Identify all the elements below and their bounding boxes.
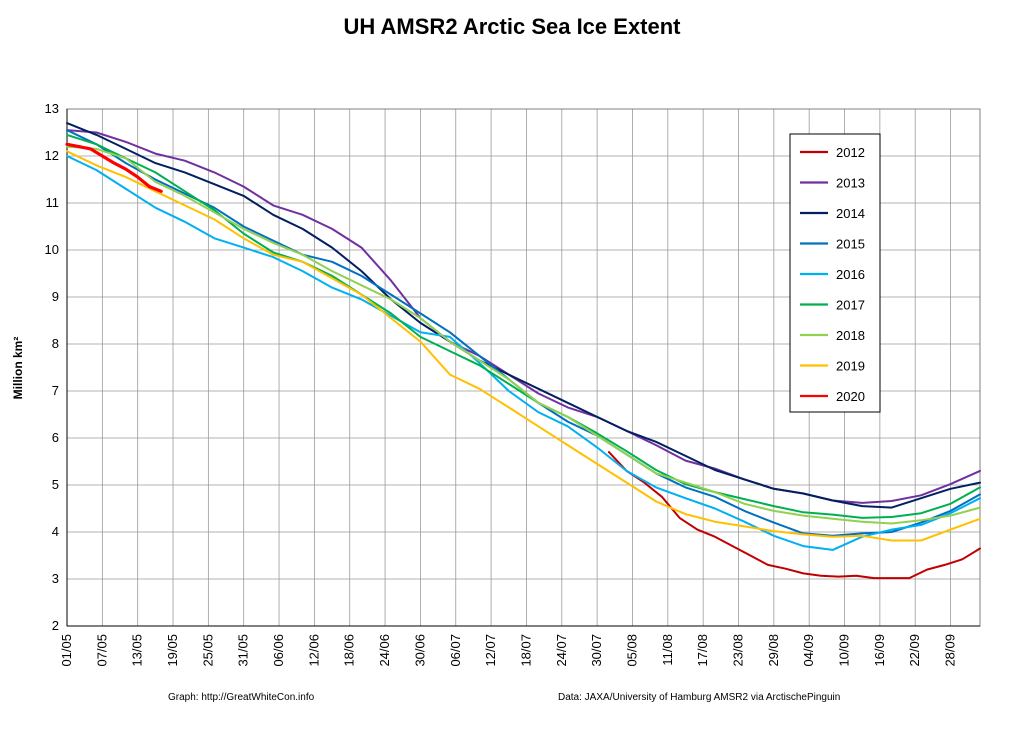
x-tick-label: 18/06: [342, 634, 357, 667]
x-tick-label: 04/09: [801, 634, 816, 667]
x-tick-label: 30/06: [412, 634, 427, 667]
legend-label-2019: 2019: [836, 359, 865, 374]
y-tick-label: 11: [46, 195, 60, 210]
x-tick-label: 05/08: [624, 634, 639, 667]
y-axis-label: Million km²: [11, 337, 25, 400]
legend-label-2012: 2012: [836, 145, 865, 160]
y-tick-label: 2: [52, 618, 59, 633]
x-tick-label: 16/09: [872, 634, 887, 667]
x-tick-label: 25/05: [200, 634, 215, 667]
y-tick-label: 5: [52, 477, 59, 492]
x-tick-label: 17/08: [695, 634, 710, 667]
x-tick-label: 24/06: [377, 634, 392, 667]
legend-label-2018: 2018: [836, 328, 865, 343]
x-tick-label: 11/08: [660, 634, 675, 666]
x-tick-label: 12/07: [483, 634, 498, 667]
legend-label-2013: 2013: [836, 176, 865, 191]
x-tick-label: 06/07: [448, 634, 463, 667]
x-axis-ticks: 01/05 07/05 13/05 19/05 25/05 31/05 06/06 12/06…: [59, 634, 958, 667]
x-tick-label: 29/08: [766, 634, 781, 667]
x-tick-label: 24/07: [554, 634, 569, 667]
x-tick-label: 30/07: [589, 634, 604, 667]
x-tick-label: 31/05: [236, 634, 251, 667]
footer-credit-graph: Graph: http://GreatWhiteCon.info: [168, 692, 315, 703]
series-line-2019: [66, 150, 981, 542]
y-tick-label: 4: [52, 524, 59, 539]
x-tick-label: 07/05: [94, 634, 109, 667]
legend-label-2015: 2015: [836, 237, 865, 252]
x-tick-label: 01/05: [59, 634, 74, 667]
y-tick-label: 12: [45, 148, 59, 163]
legend-label-2014: 2014: [836, 206, 865, 221]
legend: 2012 2013 2014 2015 2016 2017 2018 2019 2020: [789, 133, 881, 413]
x-tick-label: 13/05: [130, 634, 145, 667]
legend-label-2016: 2016: [836, 267, 865, 282]
y-tick-label: 3: [52, 571, 59, 586]
x-tick-label: 19/05: [165, 634, 180, 667]
series-lines: [65, 122, 981, 580]
legend-items: 2012 2013 2014 2015 2016 2017 2018 2019 2020: [800, 145, 865, 404]
y-tick-label: 10: [45, 242, 59, 257]
y-tick-label: 9: [52, 289, 59, 304]
x-tick-label: 06/06: [271, 634, 286, 667]
legend-label-2017: 2017: [836, 298, 865, 313]
series-line-2020: [65, 142, 163, 193]
y-tick-label: 7: [52, 383, 59, 398]
x-tick-label: 10/09: [837, 634, 852, 667]
series-line-2014: [66, 122, 981, 509]
x-tick-label: 18/07: [518, 634, 533, 667]
y-tick-label: 6: [52, 430, 59, 445]
x-tick-label: 23/08: [730, 634, 745, 667]
chart-title: UH AMSR2 Arctic Sea Ice Extent: [343, 14, 681, 39]
footer-credit-data: Data: JAXA/University of Hamburg AMSR2 v…: [558, 692, 840, 703]
y-tick-label: 13: [45, 101, 59, 116]
series-line-2016: [66, 155, 981, 551]
x-tick-label: 22/09: [907, 634, 922, 667]
y-axis-ticks: 2 3 4 5 6 7 8 9 10 11 12 13: [45, 101, 59, 633]
series-line-2018: [66, 145, 981, 525]
y-tick-label: 8: [52, 336, 59, 351]
x-tick-label: 12/06: [306, 634, 321, 667]
legend-label-2020: 2020: [836, 389, 865, 404]
x-tick-label: 28/09: [943, 634, 958, 667]
